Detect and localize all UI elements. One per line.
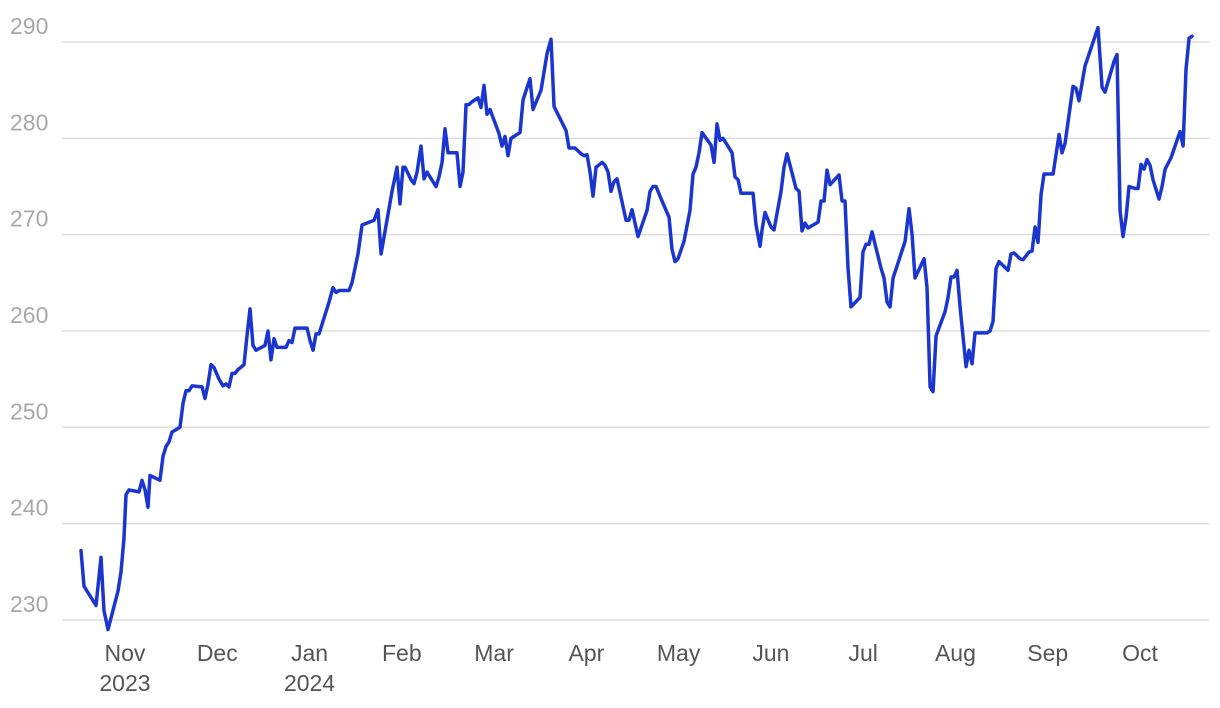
y-tick-label: 240 (10, 495, 48, 521)
x-tick-label: Dec (196, 640, 238, 666)
x-tick-label: Oct (1122, 640, 1158, 666)
y-tick-label: 250 (10, 398, 48, 424)
y-tick-label: 230 (10, 591, 48, 617)
x-tick-label: Nov 2023 (99, 640, 151, 696)
x-tick-label: Sep (1027, 640, 1069, 666)
y-tick-label: 270 (10, 206, 48, 232)
x-tick-label: Aug (934, 640, 976, 666)
x-tick-label: May (656, 640, 701, 666)
x-tick-label: Mar (474, 640, 514, 666)
y-tick-label: 260 (10, 302, 48, 328)
x-tick-label: Jul (848, 640, 878, 666)
x-tick-label: Jun (752, 640, 790, 666)
y-tick-label: 280 (10, 109, 48, 135)
price-line (79, 25, 1194, 632)
y-tick-label: 290 (10, 13, 48, 39)
x-tick-label: Apr (568, 640, 605, 666)
x-tick-label: Jan 2024 (283, 640, 336, 696)
x-tick-label: Feb (381, 640, 422, 666)
